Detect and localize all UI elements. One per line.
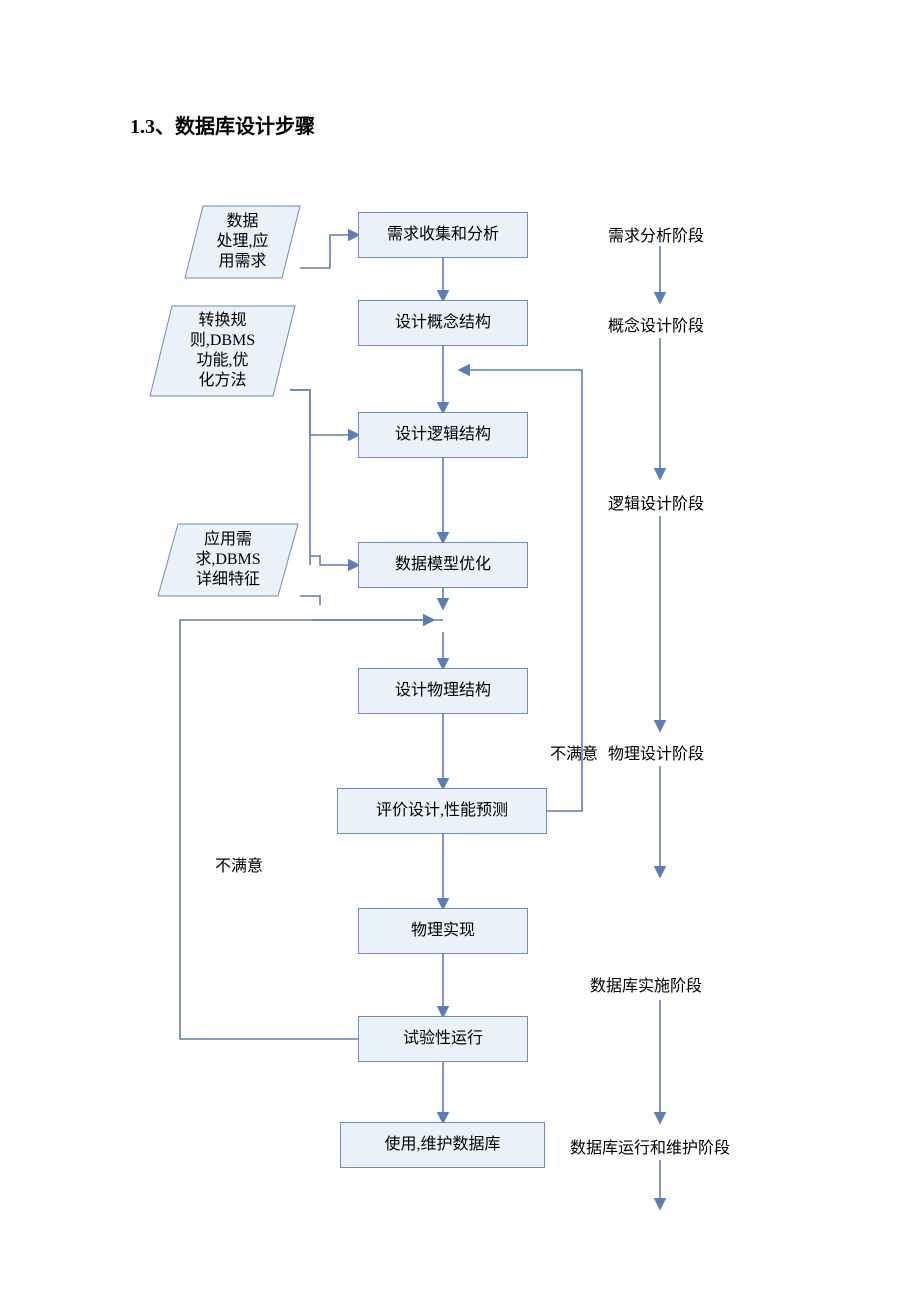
flow-input-shape <box>150 306 295 396</box>
edge-label: 不满意 <box>215 852 263 876</box>
flow-process-label: 物理实现 <box>407 919 479 943</box>
flow-process-label: 评价设计,性能预测 <box>372 799 512 823</box>
flow-arrow <box>290 390 358 435</box>
stage-label: 概念设计阶段 <box>608 312 704 336</box>
flow-input-shape <box>185 206 300 278</box>
flow-process-label: 设计逻辑结构 <box>391 423 495 447</box>
edge-label: 不满意 <box>550 740 598 764</box>
flow-input-shape <box>158 524 298 596</box>
flow-process-node: 设计逻辑结构 <box>358 412 528 458</box>
flow-process-label: 设计物理结构 <box>391 679 495 703</box>
flow-process-label: 使用,维护数据库 <box>380 1133 504 1157</box>
flow-process-node: 设计物理结构 <box>358 668 528 714</box>
flow-process-node: 设计概念结构 <box>358 300 528 346</box>
flow-process-label: 设计概念结构 <box>391 311 495 335</box>
flow-process-label: 试验性运行 <box>399 1027 487 1051</box>
flow-arrow <box>310 556 358 565</box>
flow-process-node: 评价设计,性能预测 <box>337 788 547 834</box>
stage-label: 逻辑设计阶段 <box>608 490 704 514</box>
stage-label: 数据库实施阶段 <box>590 972 702 996</box>
flow-process-label: 数据模型优化 <box>391 553 495 577</box>
flow-process-node: 物理实现 <box>358 908 528 954</box>
flow-process-node: 数据模型优化 <box>358 542 528 588</box>
flow-arrow <box>300 235 358 268</box>
stage-label: 需求分析阶段 <box>608 222 704 246</box>
flowchart-stage: 1.3、数据库设计步骤数据 处理,应 用需求转换规 则,DBMS 功能,优 化方… <box>0 0 920 1302</box>
flow-process-node: 需求收集和分析 <box>358 212 528 258</box>
flow-process-label: 需求收集和分析 <box>383 223 503 247</box>
flow-process-node: 试验性运行 <box>358 1016 528 1062</box>
flowchart-svg <box>0 0 920 1302</box>
flow-process-node: 使用,维护数据库 <box>340 1122 545 1168</box>
stage-label: 物理设计阶段 <box>608 740 704 764</box>
stage-label: 数据库运行和维护阶段 <box>570 1134 730 1158</box>
flow-arrow <box>300 596 320 605</box>
